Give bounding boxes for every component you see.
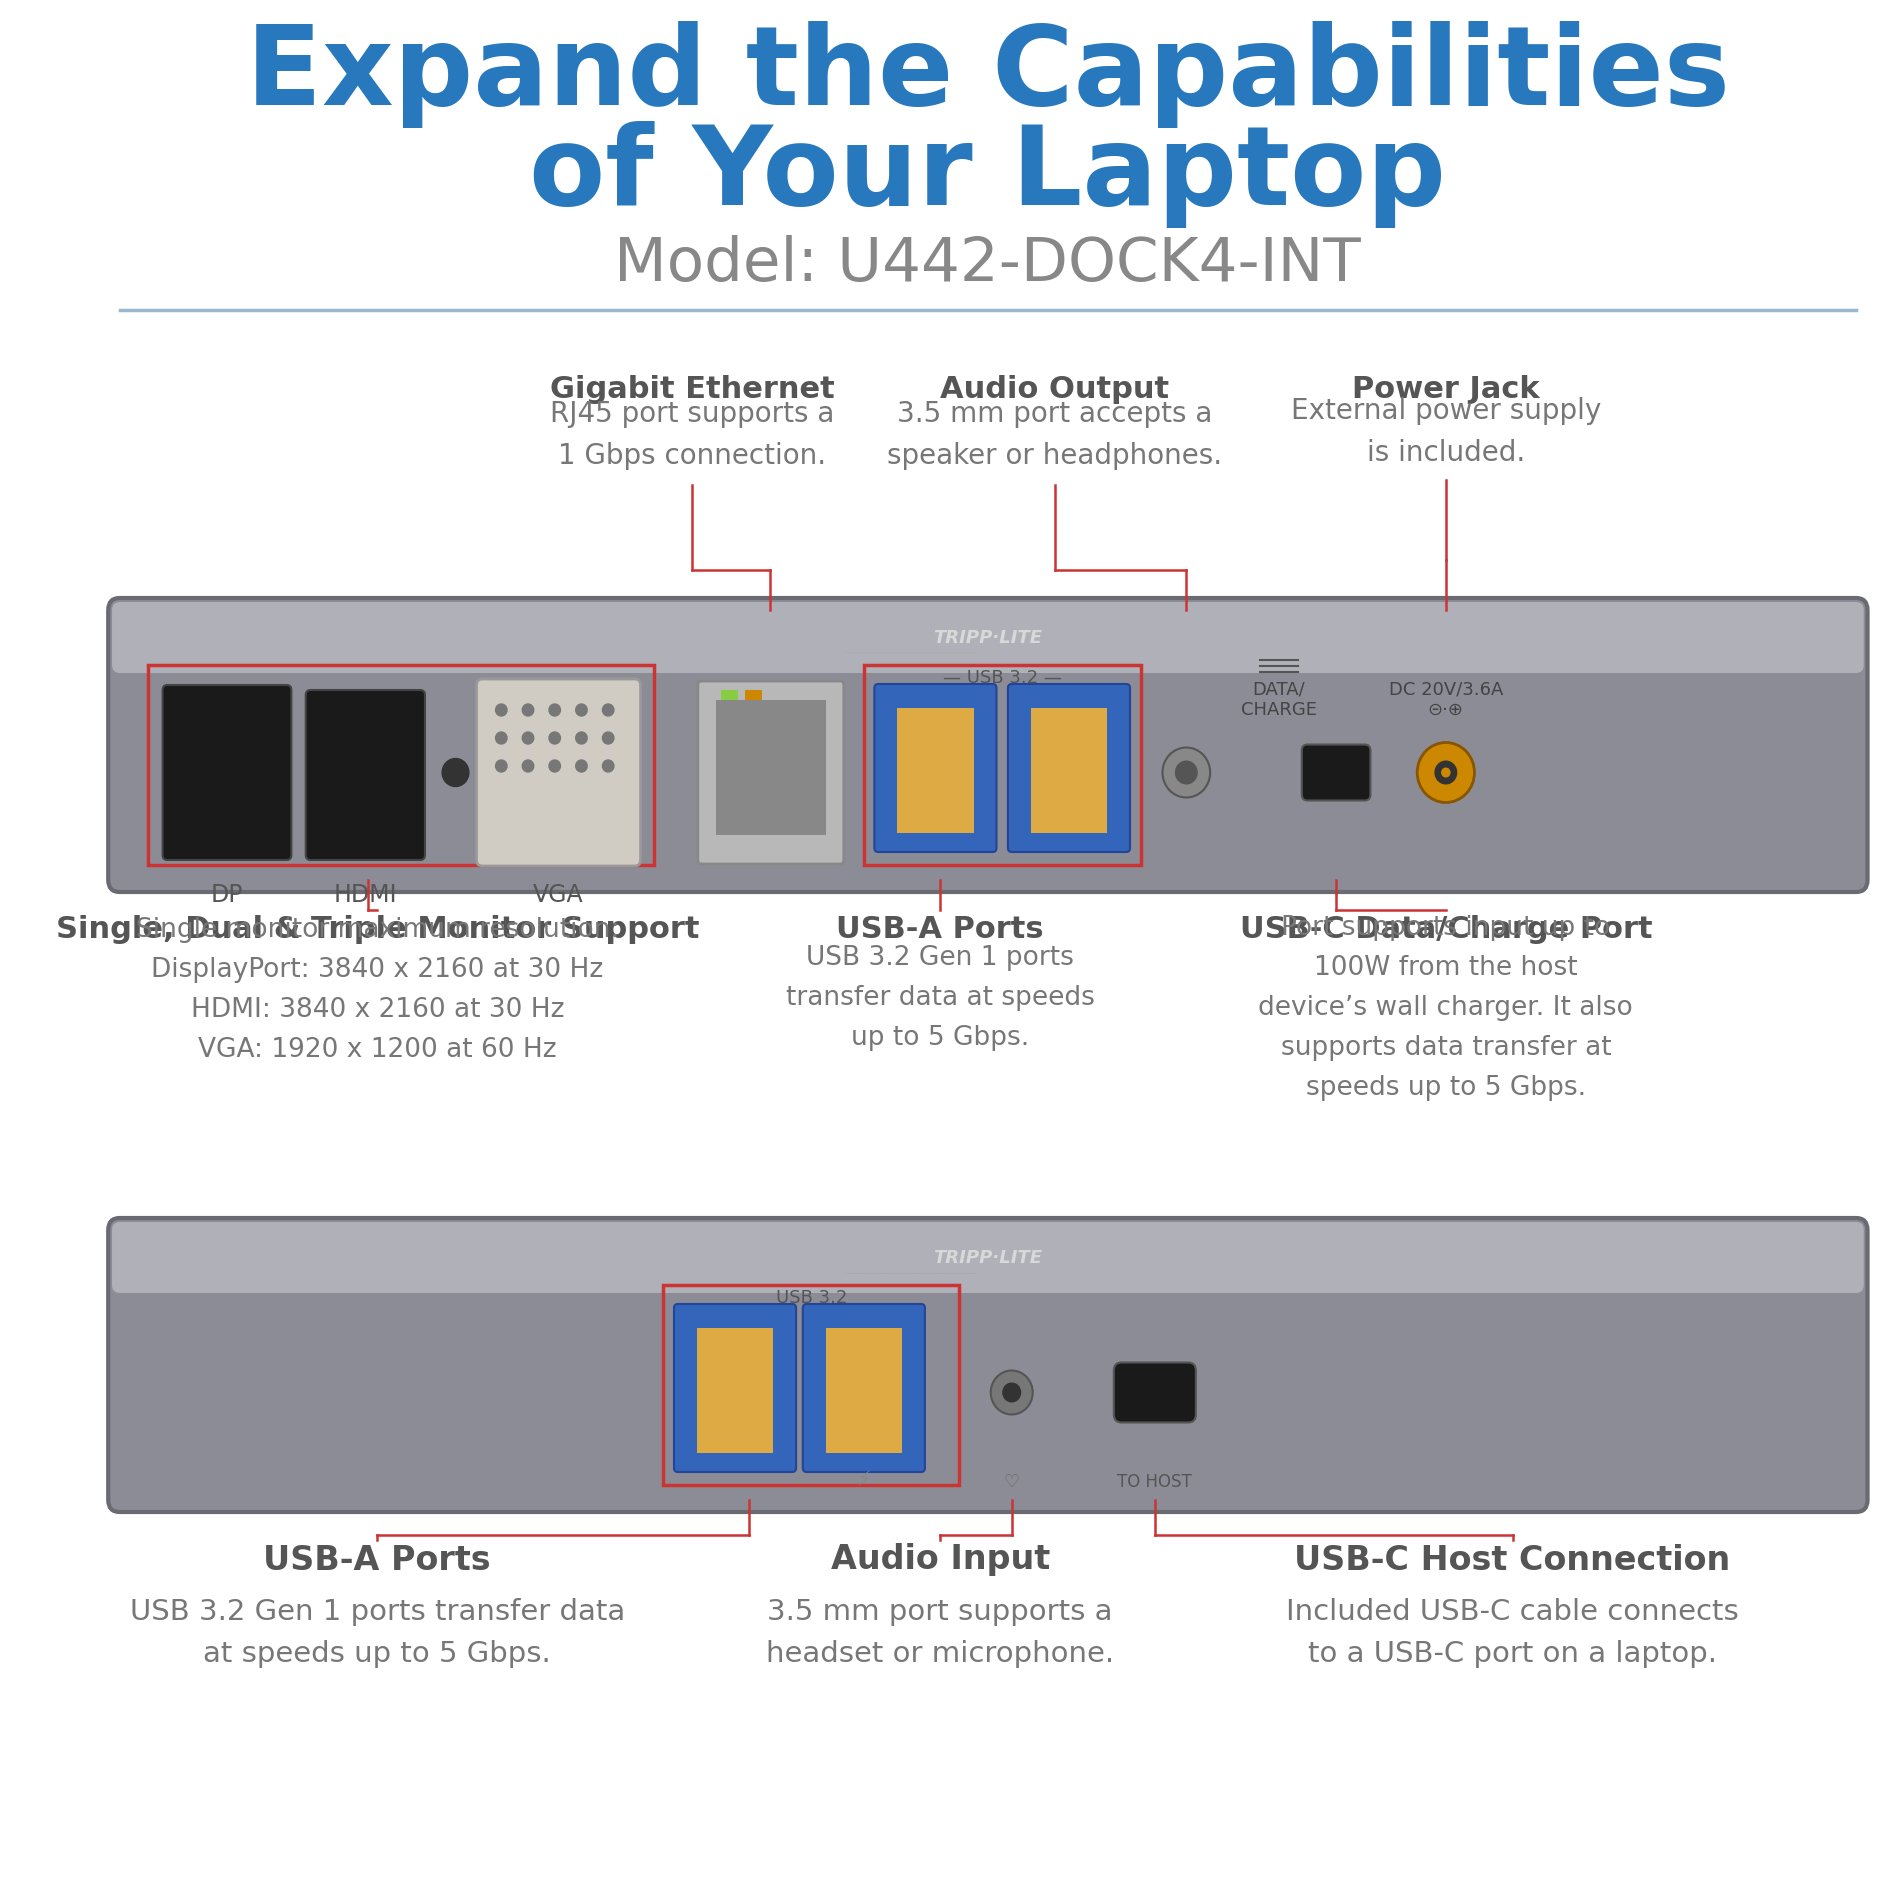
Text: Audio Output: Audio Output bbox=[940, 376, 1168, 405]
Text: USB 3.2 Gen 1 ports
transfer data at speeds
up to 5 Gbps.: USB 3.2 Gen 1 ports transfer data at spe… bbox=[787, 944, 1094, 1051]
Text: 3.5 mm port accepts a
speaker or headphones.: 3.5 mm port accepts a speaker or headpho… bbox=[887, 401, 1222, 469]
Text: TRIPP·LITE: TRIPP·LITE bbox=[933, 629, 1043, 648]
Text: HDMI: HDMI bbox=[334, 884, 397, 906]
Circle shape bbox=[602, 705, 614, 716]
Bar bbox=[897, 709, 973, 832]
Circle shape bbox=[1434, 760, 1457, 785]
Text: ⊝·⊕: ⊝·⊕ bbox=[1427, 701, 1463, 718]
Text: RJ45 port supports a
1 Gbps connection.: RJ45 port supports a 1 Gbps connection. bbox=[549, 401, 834, 469]
Circle shape bbox=[496, 705, 507, 716]
FancyBboxPatch shape bbox=[163, 686, 291, 861]
Text: USB-C Host Connection: USB-C Host Connection bbox=[1294, 1543, 1731, 1577]
Text: — USB 3.2 —: — USB 3.2 — bbox=[942, 669, 1062, 688]
Text: ————————————: ———————————— bbox=[846, 648, 978, 657]
Text: Model: U442-DOCK4-INT: Model: U442-DOCK4-INT bbox=[614, 236, 1360, 294]
Circle shape bbox=[1174, 760, 1197, 785]
Text: USB 3.2: USB 3.2 bbox=[775, 1288, 847, 1307]
Circle shape bbox=[576, 705, 587, 716]
Text: DP: DP bbox=[211, 884, 243, 906]
FancyBboxPatch shape bbox=[108, 1218, 1868, 1512]
Circle shape bbox=[1440, 768, 1450, 777]
Text: ————————————: ———————————— bbox=[846, 1267, 978, 1279]
Circle shape bbox=[549, 760, 560, 771]
Circle shape bbox=[1163, 747, 1210, 798]
Circle shape bbox=[496, 760, 507, 771]
Bar bbox=[148, 665, 654, 865]
Circle shape bbox=[576, 732, 587, 745]
Text: Power Jack: Power Jack bbox=[1353, 376, 1539, 405]
Circle shape bbox=[1417, 743, 1474, 802]
Text: 3.5 mm port supports a
headset or microphone.: 3.5 mm port supports a headset or microp… bbox=[766, 1598, 1113, 1668]
Text: USB 3.2 Gen 1 ports transfer data
at speeds up to 5 Gbps.: USB 3.2 Gen 1 ports transfer data at spe… bbox=[129, 1598, 625, 1668]
Text: USB-A Ports: USB-A Ports bbox=[264, 1543, 490, 1577]
FancyBboxPatch shape bbox=[697, 680, 844, 864]
Bar bbox=[720, 690, 737, 699]
FancyBboxPatch shape bbox=[112, 602, 1864, 673]
FancyBboxPatch shape bbox=[674, 1303, 796, 1472]
Text: ♡: ♡ bbox=[1003, 1472, 1020, 1492]
Text: TRIPP·LITE: TRIPP·LITE bbox=[933, 1248, 1043, 1267]
Text: CHARGE: CHARGE bbox=[1241, 701, 1317, 718]
Circle shape bbox=[990, 1370, 1034, 1414]
Text: Gigabit Ethernet: Gigabit Ethernet bbox=[549, 376, 834, 405]
FancyBboxPatch shape bbox=[477, 678, 640, 866]
Bar bbox=[663, 1284, 960, 1486]
Bar bbox=[745, 690, 762, 699]
FancyBboxPatch shape bbox=[112, 1222, 1864, 1294]
Bar bbox=[826, 1328, 902, 1454]
Circle shape bbox=[549, 705, 560, 716]
Text: ◄)): ◄)) bbox=[1165, 770, 1189, 785]
Circle shape bbox=[522, 760, 534, 771]
Text: Audio Input: Audio Input bbox=[830, 1543, 1051, 1577]
FancyBboxPatch shape bbox=[1302, 745, 1370, 800]
Circle shape bbox=[549, 732, 560, 745]
Circle shape bbox=[602, 732, 614, 745]
Bar bbox=[1032, 709, 1108, 832]
Circle shape bbox=[443, 758, 469, 787]
Circle shape bbox=[1001, 1383, 1022, 1402]
Text: USB-A Ports: USB-A Ports bbox=[836, 916, 1043, 944]
Circle shape bbox=[522, 732, 534, 745]
Text: Single monitor maximum resolution:
DisplayPort: 3840 x 2160 at 30 Hz
HDMI: 3840 : Single monitor maximum resolution: Displ… bbox=[135, 918, 619, 1062]
FancyBboxPatch shape bbox=[1113, 1362, 1195, 1423]
Bar bbox=[697, 1328, 773, 1454]
Text: ⚡: ⚡ bbox=[857, 1471, 872, 1490]
FancyBboxPatch shape bbox=[874, 684, 996, 851]
Bar bbox=[716, 699, 826, 834]
Text: Expand the Capabilities: Expand the Capabilities bbox=[245, 21, 1729, 129]
Text: Included USB-C cable connects
to a USB-C port on a laptop.: Included USB-C cable connects to a USB-C… bbox=[1286, 1598, 1739, 1668]
Circle shape bbox=[496, 732, 507, 745]
FancyBboxPatch shape bbox=[306, 690, 426, 861]
FancyBboxPatch shape bbox=[1007, 684, 1130, 851]
Circle shape bbox=[576, 760, 587, 771]
FancyBboxPatch shape bbox=[804, 1303, 925, 1472]
Text: of Your Laptop: of Your Laptop bbox=[530, 122, 1446, 228]
Text: VGA: VGA bbox=[534, 884, 583, 906]
Circle shape bbox=[522, 705, 534, 716]
Text: External power supply
is included.: External power supply is included. bbox=[1290, 397, 1602, 467]
FancyBboxPatch shape bbox=[108, 598, 1868, 891]
Text: DC 20V/3.6A: DC 20V/3.6A bbox=[1389, 680, 1503, 699]
Text: Port supports input up to
100W from the host
device’s wall charger. It also
supp: Port supports input up to 100W from the … bbox=[1258, 916, 1634, 1100]
Text: USB-C Data/Charge Port: USB-C Data/Charge Port bbox=[1239, 916, 1653, 944]
Text: Single, Dual & Triple Monitor Support: Single, Dual & Triple Monitor Support bbox=[55, 916, 699, 944]
Bar bbox=[864, 665, 1140, 865]
Text: DATA/: DATA/ bbox=[1252, 680, 1305, 699]
Text: TO HOST: TO HOST bbox=[1117, 1472, 1191, 1492]
Circle shape bbox=[602, 760, 614, 771]
